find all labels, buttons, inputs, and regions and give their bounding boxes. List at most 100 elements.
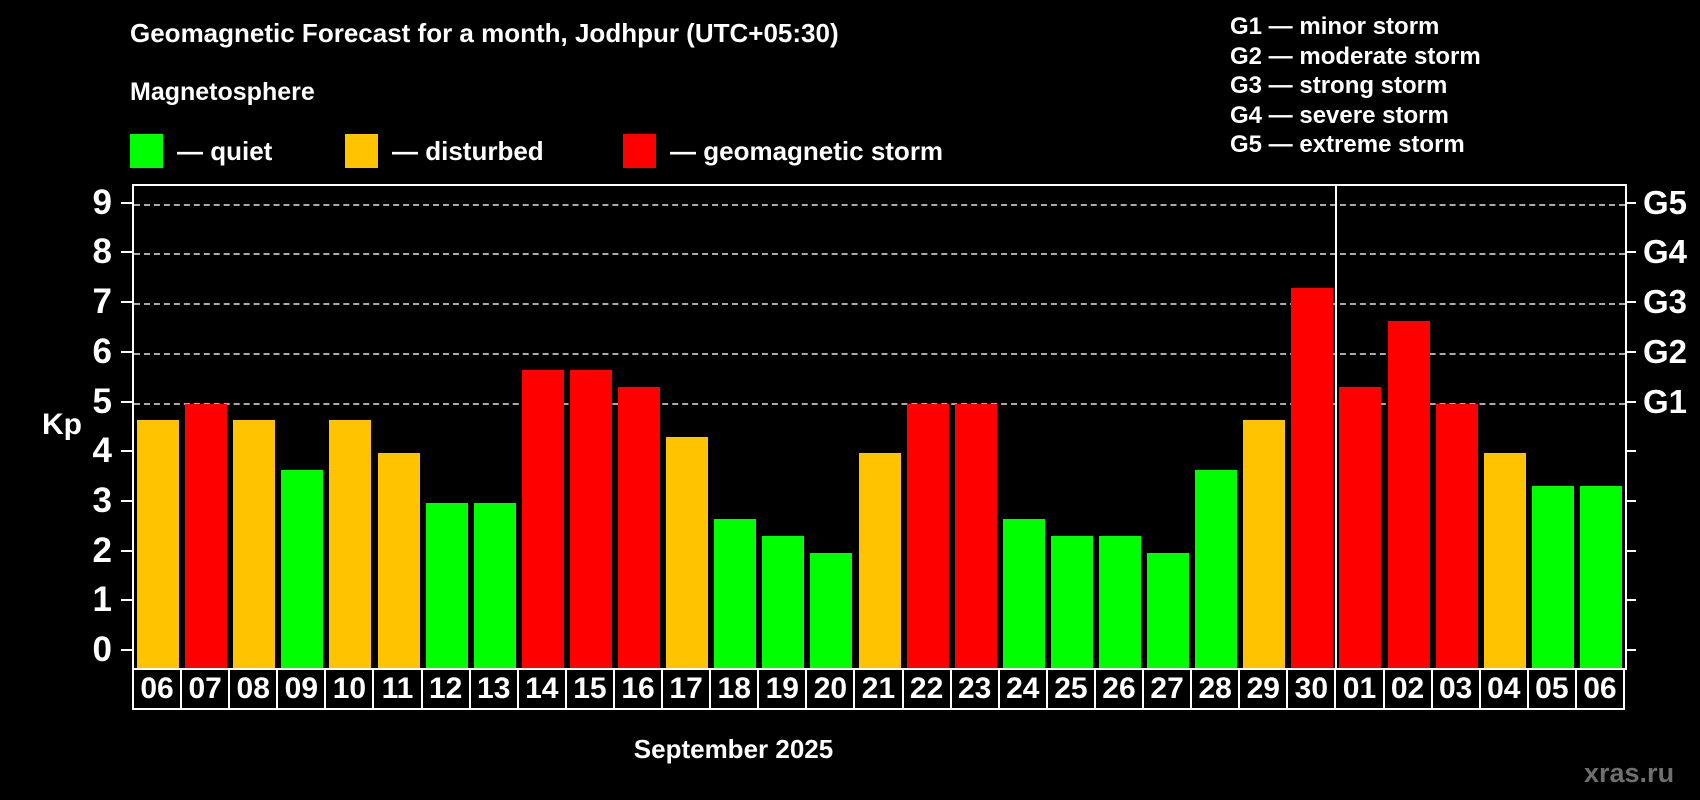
left-tick-kp6 [121, 350, 132, 353]
day-label-sep-14: 14 [516, 668, 567, 710]
right-tick-kp3 [1625, 499, 1636, 502]
chart-subtitle: Magnetosphere [130, 78, 315, 106]
x-axis-day-labels: 06 07 08 09 10 11 12 13 14 15 16 17 18 19 20 21 22 23 24 25… [132, 668, 1627, 710]
y-axis-label-9: 9 [92, 182, 112, 222]
bar-day-02 [1387, 320, 1430, 670]
day-label-sep-29: 29 [1238, 668, 1289, 710]
y-axis-label-1: 1 [92, 580, 112, 620]
day-label-sep-15: 15 [564, 668, 615, 710]
legend-quiet-label: — quiet [177, 135, 273, 166]
bar-day-04 [1483, 453, 1526, 670]
bar-day-14 [521, 370, 564, 670]
day-label-sep-16: 16 [612, 668, 664, 710]
legend-disturbed-label: — disturbed [392, 135, 544, 166]
day-label-sep-28: 28 [1190, 668, 1241, 710]
y-axis-label-0: 0 [92, 630, 112, 669]
day-label-sep-17: 17 [661, 668, 712, 710]
day-label-oct-05: 05 [1526, 668, 1577, 710]
bar-day-16 [618, 387, 661, 670]
bar-day-15 [569, 370, 612, 670]
day-label-sep-24: 24 [997, 668, 1048, 710]
day-label-sep-27: 27 [1142, 668, 1193, 710]
gscale-g3: G3 — strong storm [1230, 72, 1448, 99]
day-label-sep-26: 26 [1093, 668, 1145, 710]
plot-area [132, 184, 1627, 670]
right-tick-kp9 [1625, 201, 1636, 204]
watermark: xras.ru [1584, 758, 1675, 788]
bar-day-30 [1291, 287, 1334, 670]
day-label-sep-25: 25 [1045, 668, 1096, 710]
bar-day-24 [1002, 519, 1045, 670]
day-label-sep-22: 22 [901, 668, 952, 710]
gridline-kp9 [134, 203, 1625, 206]
day-label-sep-30: 30 [1286, 668, 1337, 710]
bar-day-23 [954, 403, 997, 670]
left-tick-kp7 [121, 301, 132, 304]
legend-item-disturbed: — disturbed [345, 133, 544, 169]
bar-day-29 [1243, 419, 1286, 670]
gscale-g4: G4 — severe storm [1230, 101, 1449, 129]
bar-day-06 [137, 419, 180, 670]
left-tick-kp5 [121, 400, 132, 403]
y-axis-label-2: 2 [92, 530, 112, 570]
month-divider-line [1335, 186, 1338, 670]
bar-day-26 [1098, 536, 1141, 670]
gscale-g2: G2 — moderate storm [1230, 42, 1481, 70]
legend-item-storm: — geomagnetic storm [623, 133, 943, 169]
right-tick-kp7 [1625, 301, 1636, 304]
right-tick-kp0 [1625, 649, 1636, 651]
right-tick-kp2 [1625, 549, 1636, 552]
day-label-sep-12: 12 [420, 668, 471, 710]
storm-swatch-icon [623, 134, 656, 168]
y-axis-label-8: 8 [92, 232, 112, 272]
bar-day-09 [281, 469, 324, 670]
y-axis-label-3: 3 [92, 480, 112, 520]
bar-day-19 [762, 536, 805, 670]
bar-day-11 [377, 453, 420, 670]
left-tick-kp9 [121, 201, 132, 204]
right-tick-kp4 [1625, 450, 1636, 453]
right-axis-label-g1: G1 [1643, 382, 1688, 420]
right-axis-label-g5: G5 [1643, 183, 1688, 221]
right-axis-label-g3: G3 [1643, 283, 1688, 321]
bar-day-08 [233, 419, 276, 670]
gridline-kp7 [134, 303, 1625, 306]
bar-day-18 [714, 519, 757, 670]
gridline-kp8 [134, 253, 1625, 256]
left-tick-kp8 [121, 251, 132, 254]
bar-day-07 [185, 403, 228, 670]
day-label-oct-01: 01 [1334, 668, 1385, 710]
gscale-legend: G1 — minor storm G2 — moderate storm G3 … [1230, 12, 1481, 160]
day-label-oct-02: 02 [1382, 668, 1433, 710]
day-label-oct-03: 03 [1430, 668, 1481, 710]
bar-day-20 [810, 552, 853, 670]
day-label-sep-23: 23 [949, 668, 1000, 710]
day-label-oct-04: 04 [1478, 668, 1529, 710]
y-axis-label-5: 5 [92, 381, 112, 421]
day-label-sep-09: 09 [276, 668, 327, 710]
bar-day-13 [473, 502, 516, 670]
right-tick-kp8 [1625, 251, 1636, 254]
month-label: September 2025 [633, 734, 834, 764]
bar-day-21 [858, 453, 901, 670]
left-tick-kp1 [121, 599, 132, 602]
left-tick-kp3 [121, 499, 132, 502]
left-tick-kp2 [121, 549, 132, 552]
bar-day-12 [425, 502, 468, 670]
day-label-sep-06: 06 [132, 668, 183, 710]
right-axis-label-g2: G2 [1643, 332, 1688, 370]
bar-day-10 [329, 419, 372, 670]
legend-storm-label: — geomagnetic storm [670, 135, 944, 166]
bar-day-17 [666, 436, 709, 670]
gridline-kp5 [134, 402, 1625, 405]
bar-day-05 [1531, 486, 1574, 670]
bar-day-03 [1435, 403, 1478, 670]
right-tick-kp1 [1625, 599, 1636, 602]
day-label-sep-07: 07 [180, 668, 231, 710]
day-label-sep-10: 10 [324, 668, 375, 710]
bar-day-28 [1195, 469, 1238, 670]
y-axis-label-6: 6 [92, 331, 112, 371]
gscale-g5: G5 — extreme storm [1230, 131, 1465, 158]
bar-day-27 [1147, 552, 1190, 670]
